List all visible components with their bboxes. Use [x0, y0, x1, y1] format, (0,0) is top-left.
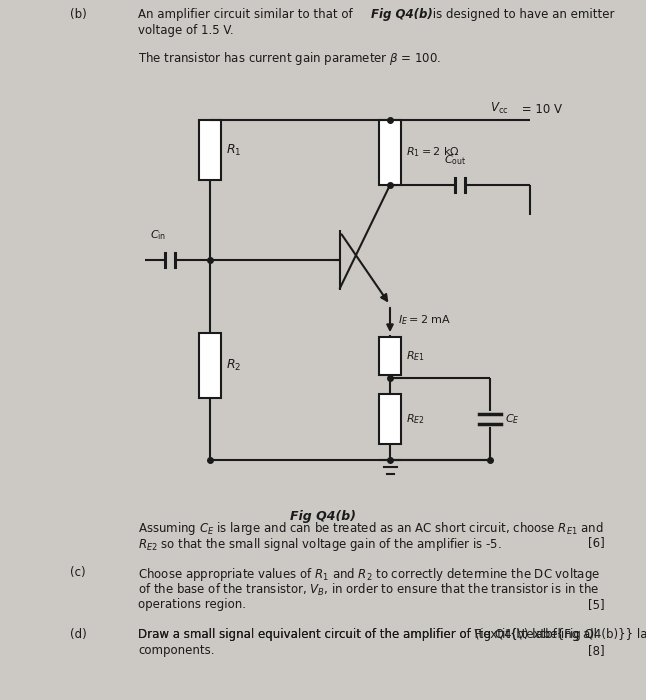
- Text: $C_{\rm out}$: $C_{\rm out}$: [444, 153, 466, 167]
- Text: The transistor has current gain parameter $\beta$ = 100.: The transistor has current gain paramete…: [138, 50, 441, 67]
- Text: voltage of 1.5 V.: voltage of 1.5 V.: [138, 24, 234, 37]
- Text: (b): (b): [70, 8, 87, 21]
- Text: Draw a small signal equivalent circuit of the amplifier of Fig Q4(b) labeling al: Draw a small signal equivalent circuit o…: [138, 628, 597, 641]
- Text: Fig Q4(b): Fig Q4(b): [371, 8, 433, 21]
- Bar: [379, 394, 401, 444]
- Text: (c): (c): [70, 566, 86, 579]
- Text: Fig Q4(b): Fig Q4(b): [290, 510, 356, 523]
- Text: operations region.: operations region.: [138, 598, 246, 611]
- Text: $R_{E1}$: $R_{E1}$: [406, 349, 425, 363]
- Text: $R_{E2}$ so that the small signal voltage gain of the amplifier is -5.: $R_{E2}$ so that the small signal voltag…: [138, 536, 502, 553]
- Text: [8]: [8]: [589, 644, 605, 657]
- Bar: [379, 337, 401, 375]
- Text: An amplifier circuit similar to that of: An amplifier circuit similar to that of: [138, 8, 357, 21]
- Text: [6]: [6]: [589, 536, 605, 549]
- Bar: [379, 120, 401, 185]
- Text: $C_E$: $C_E$: [505, 412, 519, 426]
- Text: $R_2$: $R_2$: [226, 358, 242, 372]
- Text: $R_1 = 2\ {\rm k}\Omega$: $R_1 = 2\ {\rm k}\Omega$: [406, 145, 460, 159]
- Text: Assuming $C_E$ is large and can be treated as an AC short circuit, choose $R_{E1: Assuming $C_E$ is large and can be treat…: [138, 520, 603, 537]
- Text: (d): (d): [70, 628, 87, 641]
- Text: Draw a small signal equivalent circuit of the amplifier of \textit{\textbf{Fig Q: Draw a small signal equivalent circuit o…: [138, 628, 646, 641]
- Text: of the base of the transistor, $V_B$, in order to ensure that the transistor is : of the base of the transistor, $V_B$, in…: [138, 582, 599, 598]
- Text: $V_{\rm cc}$: $V_{\rm cc}$: [490, 101, 508, 116]
- Text: components.: components.: [138, 644, 214, 657]
- Bar: [199, 120, 221, 180]
- Text: is designed to have an emitter: is designed to have an emitter: [429, 8, 614, 21]
- Text: $R_1$: $R_1$: [226, 143, 242, 158]
- Text: Choose appropriate values of $R_1$ and $R_2$ to correctly determine the DC volta: Choose appropriate values of $R_1$ and $…: [138, 566, 600, 583]
- Text: = 10 V: = 10 V: [518, 103, 562, 116]
- Text: [5]: [5]: [589, 598, 605, 611]
- Text: $R_{E2}$: $R_{E2}$: [406, 412, 425, 426]
- Text: $C_{\rm in}$: $C_{\rm in}$: [150, 228, 166, 242]
- Text: $I_E = 2\ {\rm mA}$: $I_E = 2\ {\rm mA}$: [398, 313, 451, 327]
- Bar: [199, 333, 221, 398]
